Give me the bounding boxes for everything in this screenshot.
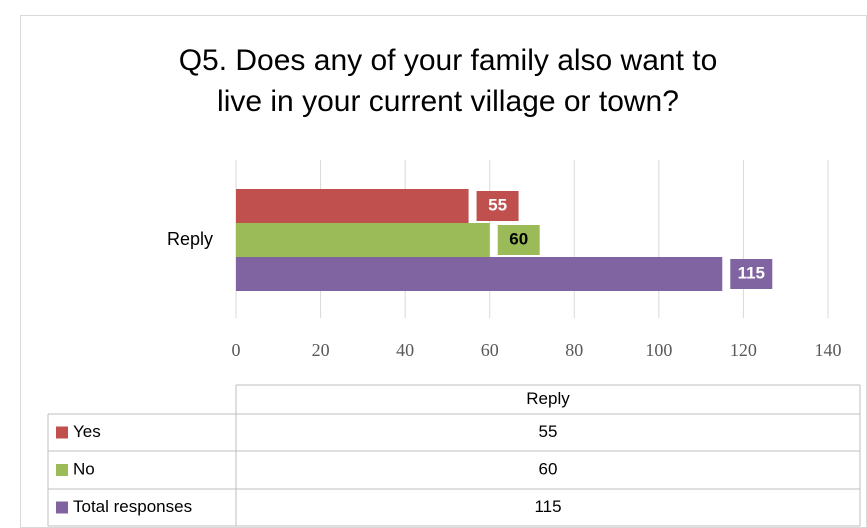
y-tick-label: Reply <box>167 229 213 249</box>
legend-swatch <box>56 464 68 476</box>
x-tick-label: 20 <box>312 340 330 360</box>
x-tick-label: 60 <box>481 340 499 360</box>
x-tick-label: 0 <box>232 340 241 360</box>
table-cell: 115 <box>534 497 561 516</box>
data-label-box <box>730 259 773 289</box>
table-header: Reply <box>526 389 570 408</box>
data-label: 55 <box>488 195 507 214</box>
data-label-box <box>476 191 519 221</box>
legend-label: Total responses <box>73 497 192 516</box>
table-cell: 60 <box>539 459 558 478</box>
x-tick-label: 120 <box>730 340 757 360</box>
table-cell: 55 <box>539 422 558 441</box>
chart-title: Q5. Does any of your family also want to <box>179 44 718 77</box>
legend-swatch <box>56 501 68 514</box>
bar <box>236 189 469 223</box>
legend-swatch <box>56 426 68 439</box>
x-tick-label: 140 <box>815 340 842 360</box>
data-label: 60 <box>509 229 528 248</box>
x-tick-label: 80 <box>565 340 583 360</box>
legend-label: No <box>73 459 95 478</box>
chart-title: live in your current village or town? <box>217 85 679 118</box>
x-tick-label: 100 <box>645 340 672 360</box>
data-label-box <box>497 225 540 255</box>
legend-label: Yes <box>73 422 101 441</box>
data-label: 115 <box>738 263 765 282</box>
bar <box>236 223 490 257</box>
bar <box>236 257 723 291</box>
x-tick-label: 40 <box>396 340 414 360</box>
